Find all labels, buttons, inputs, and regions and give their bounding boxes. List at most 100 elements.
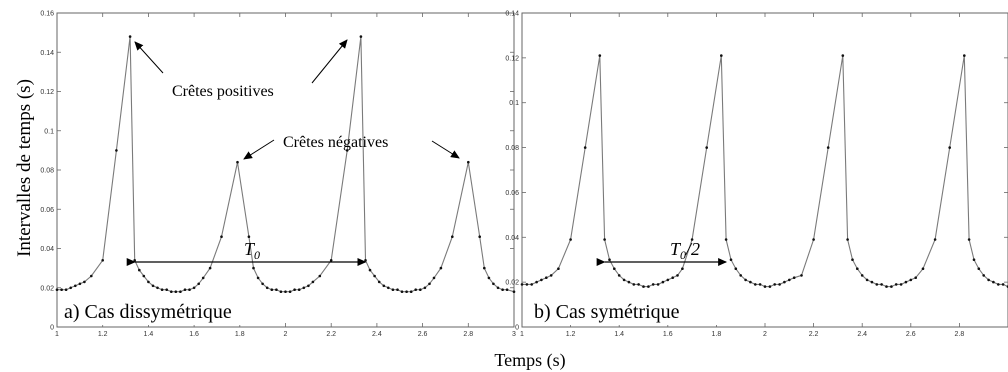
data-point — [783, 280, 786, 284]
data-point — [419, 288, 422, 292]
y-tick-label: 0.12 — [505, 55, 519, 62]
data-point — [208, 266, 212, 270]
data-point — [875, 283, 879, 286]
data-point — [557, 267, 560, 271]
data-point — [293, 288, 296, 292]
x-tick-label: 1.2 — [98, 331, 108, 338]
data-point — [405, 290, 408, 294]
data-point — [142, 274, 146, 278]
data-point — [133, 259, 136, 262]
data-point — [318, 274, 322, 278]
data-point — [851, 258, 854, 262]
data-point — [812, 238, 815, 241]
panel-b: 0 0.02 0.04 0.06 0.08 0.1 0.12 0.14 1 1.2 1.4 1.6 1.… — [505, 11, 1008, 338]
data-point — [201, 276, 205, 280]
data-point — [890, 285, 893, 288]
x-axis-label: Temps (s) — [494, 350, 565, 371]
data-point — [261, 282, 264, 286]
y-tick-label: 0.1 — [509, 100, 519, 107]
x-tick-label: 1 — [520, 331, 524, 338]
data-point — [739, 274, 742, 277]
data-point — [512, 290, 516, 294]
data-point — [671, 276, 674, 280]
data-point — [69, 286, 72, 290]
x-tick-label: 1.8 — [235, 331, 245, 338]
data-point — [967, 238, 971, 241]
y-axis-label: Intervalles de temps (s) — [14, 79, 35, 257]
panel-b-label: b) Cas symétrique — [534, 301, 680, 323]
data-point — [569, 238, 572, 241]
data-point — [613, 267, 616, 271]
data-point — [55, 288, 59, 292]
data-point — [870, 280, 874, 284]
data-point — [128, 35, 132, 38]
data-point — [101, 259, 104, 262]
data-point — [183, 288, 187, 292]
data-point — [64, 288, 68, 292]
data-point — [505, 288, 509, 292]
data-point — [914, 276, 917, 280]
x-tick-label: 2.8 — [955, 331, 965, 338]
data-point — [179, 290, 182, 294]
y-tick-label: 0.08 — [40, 168, 54, 175]
data-point — [170, 290, 173, 294]
y-tick-label: 0.06 — [505, 190, 519, 197]
data-point — [758, 283, 762, 286]
data-point — [841, 54, 845, 57]
data-point — [982, 274, 985, 277]
x-tick-label: 1.4 — [614, 331, 624, 338]
data-point — [788, 278, 791, 282]
data-point — [387, 286, 390, 290]
data-point — [220, 235, 223, 238]
data-point — [414, 288, 418, 292]
data-point — [763, 285, 767, 288]
panel-b-points — [520, 54, 1008, 288]
y-tick-label: 0.08 — [505, 145, 519, 152]
y-tick-label: 0.14 — [40, 50, 54, 57]
data-point — [904, 280, 908, 284]
x-tick-label: 1.6 — [663, 331, 673, 338]
period-label-t0: T0 — [244, 239, 260, 262]
panel-b-ticks: 0 0.02 0.04 0.06 0.08 0.1 0.12 0.14 1 1.2 1.4 1.6 1.… — [505, 11, 1008, 338]
data-point — [729, 258, 733, 262]
data-point — [483, 266, 486, 270]
data-point — [880, 283, 883, 286]
data-point — [768, 285, 772, 288]
data-point — [138, 268, 141, 272]
data-point — [188, 288, 191, 292]
data-point — [279, 290, 283, 294]
data-point — [270, 288, 274, 292]
data-point — [252, 266, 255, 270]
x-tick-label: 1.6 — [189, 331, 199, 338]
data-point — [284, 290, 287, 294]
data-point — [302, 286, 306, 290]
x-tick-label: 1.4 — [144, 331, 154, 338]
data-point — [800, 274, 803, 277]
panel-b-series-line — [522, 55, 1008, 288]
data-point — [83, 280, 86, 284]
data-point — [549, 274, 553, 277]
data-point — [345, 149, 349, 152]
y-tick-label: 0.02 — [40, 285, 54, 292]
data-point — [778, 283, 781, 286]
data-point — [297, 288, 301, 292]
data-point — [487, 276, 491, 280]
data-point — [894, 283, 898, 286]
y-tick-label: 0.1 — [44, 128, 54, 135]
data-point — [846, 238, 849, 241]
data-point — [530, 283, 533, 286]
data-point — [288, 290, 292, 294]
x-tick-label: 2.4 — [857, 331, 867, 338]
data-point — [651, 283, 655, 286]
y-tick-label: 0.04 — [505, 235, 519, 242]
data-point — [236, 160, 239, 164]
data-point — [535, 280, 538, 284]
panel-a-ticks: 00.020.040.060.080.10.120.140.161 1.2 1.4 1… — [40, 11, 516, 339]
data-point — [165, 288, 168, 292]
data-point — [74, 284, 77, 288]
data-point — [826, 146, 830, 149]
y-tick-label: 0.04 — [40, 246, 54, 253]
data-point — [525, 283, 529, 286]
data-point — [656, 283, 660, 286]
data-point — [115, 149, 118, 152]
